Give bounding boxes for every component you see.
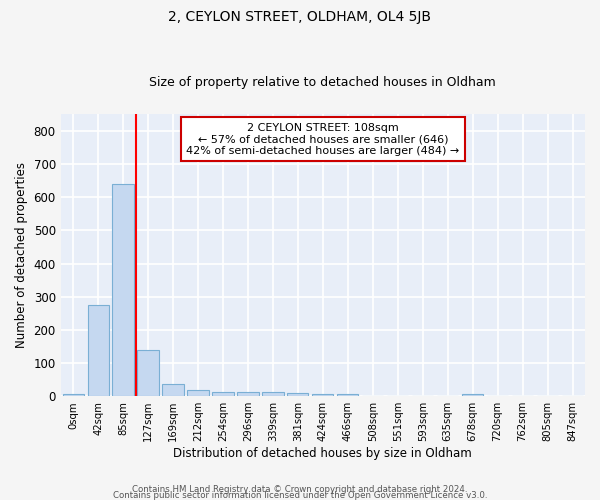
Text: Contains HM Land Registry data © Crown copyright and database right 2024.: Contains HM Land Registry data © Crown c… bbox=[132, 485, 468, 494]
Bar bbox=[212, 392, 233, 396]
Title: Size of property relative to detached houses in Oldham: Size of property relative to detached ho… bbox=[149, 76, 496, 90]
Y-axis label: Number of detached properties: Number of detached properties bbox=[15, 162, 28, 348]
Text: Contains public sector information licensed under the Open Government Licence v3: Contains public sector information licen… bbox=[113, 490, 487, 500]
Bar bbox=[163, 384, 184, 396]
Bar bbox=[88, 305, 109, 396]
X-axis label: Distribution of detached houses by size in Oldham: Distribution of detached houses by size … bbox=[173, 447, 472, 460]
Bar bbox=[337, 394, 358, 396]
Bar bbox=[137, 350, 158, 396]
Bar bbox=[462, 394, 483, 396]
Bar bbox=[262, 392, 284, 396]
Bar bbox=[312, 394, 334, 396]
Text: 2, CEYLON STREET, OLDHAM, OL4 5JB: 2, CEYLON STREET, OLDHAM, OL4 5JB bbox=[169, 10, 431, 24]
Bar bbox=[112, 184, 134, 396]
Bar bbox=[187, 390, 209, 396]
Bar bbox=[238, 392, 259, 396]
Bar bbox=[287, 393, 308, 396]
Text: 2 CEYLON STREET: 108sqm
← 57% of detached houses are smaller (646)
42% of semi-d: 2 CEYLON STREET: 108sqm ← 57% of detache… bbox=[186, 122, 460, 156]
Bar bbox=[62, 394, 84, 396]
